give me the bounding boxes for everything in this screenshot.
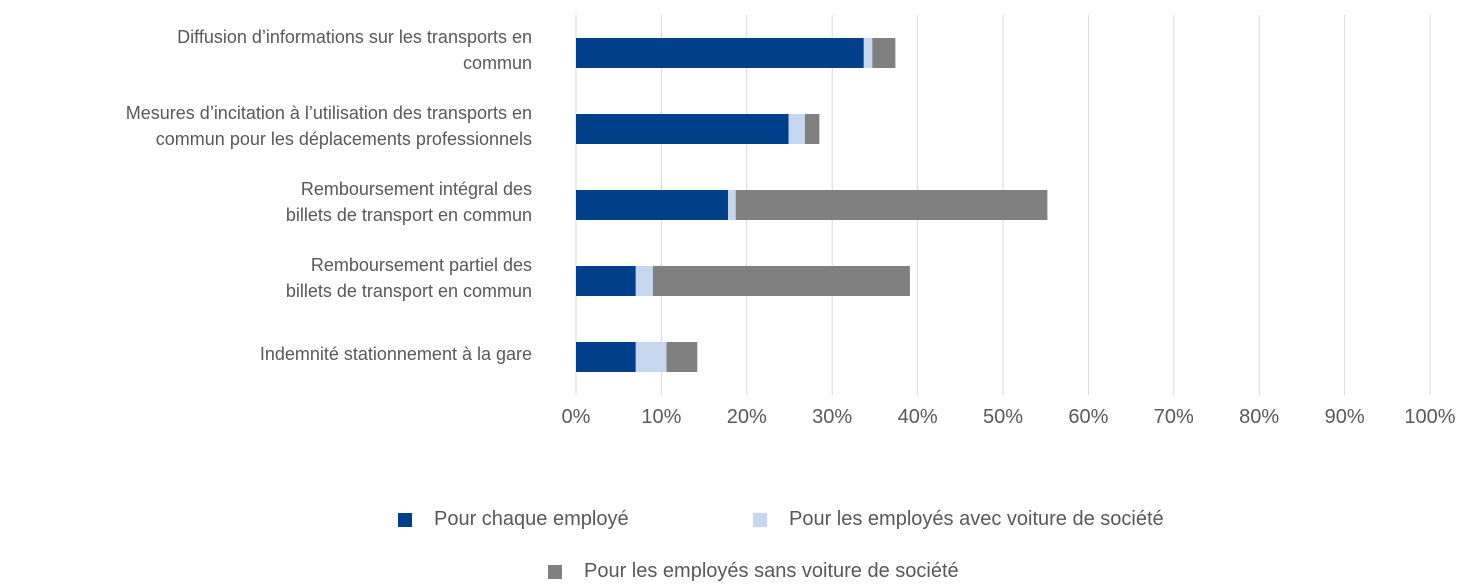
x-tick-label: 40% <box>897 406 938 428</box>
bar-segment <box>635 266 653 296</box>
bar-segment <box>863 38 873 68</box>
bar-segment <box>576 266 636 296</box>
x-tick-label: 20% <box>726 406 767 428</box>
x-tick-label: 90% <box>1324 406 1365 428</box>
bar-segment <box>872 38 896 68</box>
y-tick-label: Remboursement partiel des billets de tra… <box>285 255 532 301</box>
legend-item: Pour les employés sans voiture de sociét… <box>548 560 959 583</box>
x-tick-label: 100% <box>1404 406 1456 428</box>
bar-segment <box>576 190 729 220</box>
legend-item: Pour chaque employé <box>398 508 629 531</box>
bar-segment <box>788 114 805 144</box>
bar-segment <box>576 342 636 372</box>
legend-item: Pour les employés avec voiture de sociét… <box>753 508 1164 531</box>
x-tick-label: 60% <box>1068 406 1109 428</box>
bar-segment <box>728 190 736 220</box>
x-tick-label: 0% <box>561 406 591 428</box>
bar-segment <box>576 38 864 68</box>
y-tick-label: Remboursement intégral des billets de tr… <box>285 179 532 225</box>
y-tick-label: Diffusion d’informations sur les transpo… <box>177 27 532 73</box>
x-tick-label: 80% <box>1239 406 1280 428</box>
bar-segment <box>804 114 820 144</box>
x-tick-label: 10% <box>641 406 682 428</box>
legend-marker <box>753 512 767 527</box>
legend-label: Pour les employés avec voiture de sociét… <box>789 508 1164 530</box>
bar-segment <box>666 342 698 372</box>
x-tick-label: 30% <box>812 406 853 428</box>
legend-label: Pour chaque employé <box>434 508 629 530</box>
legend-marker <box>398 512 412 527</box>
x-tick-label: 50% <box>982 406 1024 428</box>
x-tick-label: 70% <box>1153 406 1194 428</box>
legend-marker <box>548 564 562 579</box>
bar-segment <box>652 266 910 296</box>
legend-label: Pour les employés sans voiture de sociét… <box>584 560 959 582</box>
y-tick-label: Indemnité stationnement à la gare <box>259 344 532 364</box>
bar-segment <box>635 342 667 372</box>
bar-segment <box>735 190 1048 220</box>
y-tick-label: Mesures d’incitation à l’utilisation des… <box>125 103 532 149</box>
bar-segment <box>576 114 789 144</box>
